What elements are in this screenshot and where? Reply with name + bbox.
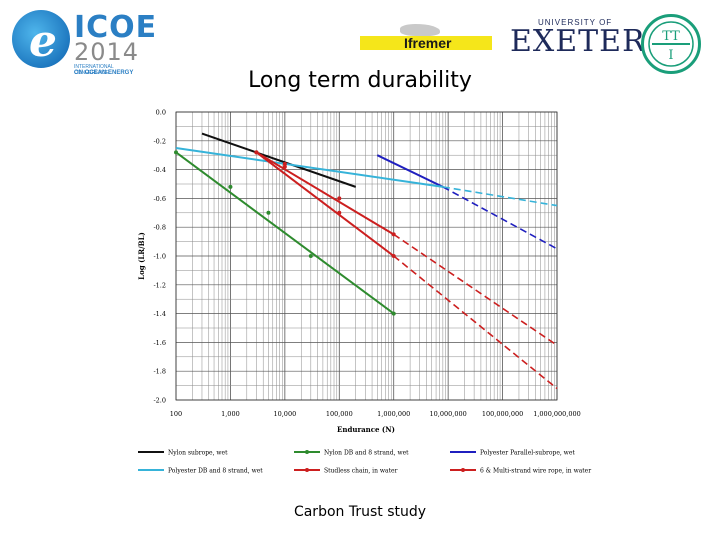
series-marker xyxy=(254,150,259,155)
x-tick-label: 1,000,000 xyxy=(377,410,410,418)
exeter-logo: UNIVERSITY OF EXETER xyxy=(508,18,645,62)
exeter-main-text: EXETER xyxy=(510,24,646,59)
series-polyester-parallel-subrope-wet xyxy=(376,154,558,250)
series-marker xyxy=(391,232,396,237)
chart-legend: Nylon subrope, wet Nylon DB and 8 strand,… xyxy=(138,450,591,475)
series-line xyxy=(376,154,444,188)
series-nylon-db-and-8-strand-wet xyxy=(174,150,396,316)
y-tick-label: -0.6 xyxy=(153,195,166,203)
x-tick-label: 1,000,000,000 xyxy=(533,410,581,418)
exeter-top-text: UNIVERSITY OF xyxy=(538,18,613,27)
y-tick-label: -2.0 xyxy=(153,397,166,405)
chart-series xyxy=(174,132,558,390)
series-extrapolation xyxy=(442,186,558,207)
slide-caption: Carbon Trust study xyxy=(293,504,427,520)
chart-ticks: 100 1,000 10,000 100,000 1,000,000 10,000,000… xyxy=(153,109,580,419)
y-tick-label: -0.2 xyxy=(153,137,166,145)
y-tick-label: -0.4 xyxy=(153,166,166,174)
icoe-circle-icon: e xyxy=(12,10,70,68)
series-marker xyxy=(282,161,287,166)
series-extrapolation xyxy=(393,255,558,390)
x-tick-label: 1,000 xyxy=(221,410,240,418)
y-tick-label: -1.0 xyxy=(153,253,166,261)
legend-marker xyxy=(461,468,465,472)
svg-text:TT: TT xyxy=(662,29,680,44)
series-marker xyxy=(391,254,396,258)
legend-marker xyxy=(305,468,309,472)
y-tick-label: -1.6 xyxy=(153,339,166,347)
tti-logo: TT I xyxy=(641,14,701,74)
y-axis-label: Log (LR/BL) xyxy=(137,232,146,280)
legend-label: Polyester DB and 8 strand, wet xyxy=(168,468,263,475)
y-tick-label: 0.0 xyxy=(156,109,166,117)
legend-item: Polyester Parallel-subrope, wet xyxy=(450,450,575,457)
ifremer-text: Ifremer xyxy=(404,35,452,51)
series-marker xyxy=(337,210,342,215)
series-line xyxy=(175,147,444,188)
x-axis-label: Endurance (N) xyxy=(337,425,395,434)
legend-item: 6 & Multi-strand wire rope, in water xyxy=(450,468,591,475)
y-tick-label: -0.8 xyxy=(153,224,166,232)
x-tick-label: 10,000,000 xyxy=(430,410,467,418)
series-6-multi-strand-wire-rope-in-water xyxy=(254,150,558,346)
icoe-subtitle-2: ON OCEAN ENERGY xyxy=(74,70,134,76)
icoe-e-letter: e xyxy=(29,16,57,67)
ifremer-logo: Ifremer xyxy=(360,22,492,54)
chart-grid xyxy=(175,111,558,401)
series-nylon-subrope-wet xyxy=(201,132,356,188)
ifremer-fish-icon xyxy=(400,24,440,36)
series-studless-chain-in-water xyxy=(254,150,558,390)
svg-text:I: I xyxy=(668,48,673,63)
series-marker xyxy=(308,254,313,258)
series-marker xyxy=(228,184,233,189)
ifremer-bar xyxy=(360,36,492,50)
legend-label: Nylon subrope, wet xyxy=(168,450,228,457)
icoe-year: 2014 xyxy=(74,38,140,66)
icoe-logo: e ICOE 2014 INTERNATIONAL CONFERENCE ON … xyxy=(8,6,156,76)
series-line xyxy=(255,151,395,236)
x-tick-label: 100,000 xyxy=(326,410,353,418)
legend-item: Polyester DB and 8 strand, wet xyxy=(138,468,263,475)
series-marker xyxy=(391,311,396,316)
series-line xyxy=(255,151,395,257)
legend-label: 6 & Multi-strand wire rope, in water xyxy=(480,468,591,475)
series-marker xyxy=(266,210,271,215)
y-tick-label: -1.2 xyxy=(153,281,166,289)
plot-frame xyxy=(175,111,558,401)
icoe-title: ICOE xyxy=(74,10,158,45)
x-tick-label: 10,000 xyxy=(273,410,296,418)
series-extrapolation xyxy=(393,233,558,346)
legend-item: Studless chain, in water xyxy=(294,468,398,475)
series-marker xyxy=(337,196,342,201)
x-tick-label: 100 xyxy=(170,410,182,418)
series-line xyxy=(201,132,356,188)
tti-mark-icon: TT I xyxy=(648,21,694,67)
series-line xyxy=(175,151,395,315)
legend-label: Studless chain, in water xyxy=(324,468,398,475)
series-polyester-db-and-8-strand-wet xyxy=(175,147,558,207)
slide-title: Long term durability xyxy=(248,68,472,93)
y-tick-label: -1.8 xyxy=(153,368,166,376)
legend-item: Nylon subrope, wet xyxy=(138,450,228,457)
legend-marker xyxy=(305,450,309,454)
series-marker xyxy=(174,150,178,155)
y-tick-label: -1.4 xyxy=(153,310,166,318)
legend-item: Nylon DB and 8 strand, wet xyxy=(294,450,409,457)
legend-label: Polyester Parallel-subrope, wet xyxy=(480,450,575,457)
x-tick-label: 100,000,000 xyxy=(482,410,523,418)
icoe-subtitle-1: INTERNATIONAL CONFERENCE xyxy=(74,64,114,76)
legend-label: Nylon DB and 8 strand, wet xyxy=(324,450,409,457)
